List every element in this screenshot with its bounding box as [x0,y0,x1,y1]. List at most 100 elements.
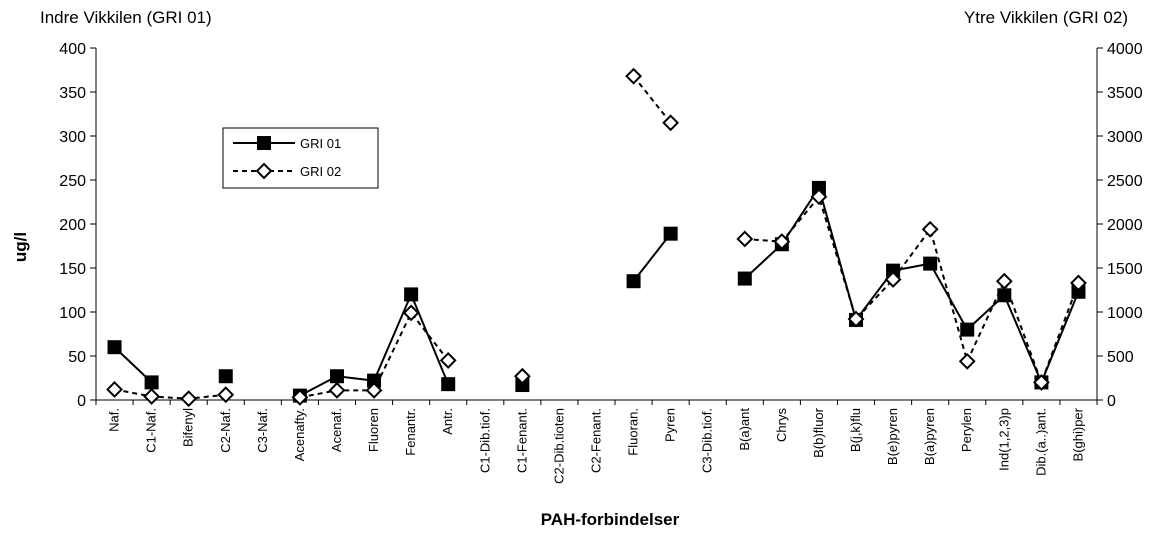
series-line-1 [744,194,1080,386]
x-tick-label: Fluoran. [626,408,641,456]
x-tick-label: Dib.(a..)ant. [1033,408,1048,476]
x-tick-label: Perylen [959,408,974,452]
x-tick-label: C1-Fenant. [514,408,529,473]
series-line-0 [744,185,1080,385]
legend-box [222,127,379,189]
left-tick-label: 300 [59,129,86,146]
x-tick-label: B(a)ant [737,408,752,451]
point-0-23 [960,322,975,337]
point-0-1 [144,375,159,390]
point-0-14 [626,274,641,289]
legend-marker-gri01 [257,136,271,150]
x-tick-label: Chrys [774,408,789,442]
point-0-15 [663,226,678,241]
x-tick-label: C1-Naf. [144,408,159,453]
x-tick-label: C2-Dib.tioten [551,408,566,484]
x-tick-label: C3-Naf. [255,408,270,453]
point-0-9 [441,377,456,392]
left-tick-label: 150 [59,261,86,278]
point-1-15 [662,114,680,132]
series-line-0 [632,233,672,282]
point-1-5 [291,388,309,406]
point-0-17 [737,271,752,286]
point-0-11 [515,378,530,393]
x-tick-label: B(a)pyren [922,408,937,465]
point-1-6 [328,381,346,399]
series-line-1 [632,75,672,124]
point-0-6 [329,369,344,384]
right-tick-label: 3000 [1107,129,1143,146]
x-axis: Naf. C1-Naf. Bifenyl C2-Naf. C3-Naf. Acenafty… [95,399,1098,484]
y-axis-label: ug/l [11,232,30,262]
point-1-20 [847,310,865,328]
x-tick-label: Acenaf. [329,408,344,452]
x-tick-label: B(j,k)flu [848,408,863,452]
point-0-8 [404,287,419,302]
x-tick-label: C1-Dib.tiof. [477,408,492,473]
x-tick-label: B(e)pyren [885,408,900,465]
left-tick-label: 100 [59,305,86,322]
point-1-25 [1032,373,1050,391]
point-1-14 [625,67,642,85]
x-tick-label: Antr. [440,408,455,435]
x-tick-label: B(ghi)per [1070,407,1085,461]
point-1-3 [217,386,235,404]
left-tick-label: 400 [59,41,86,58]
legend-label-gri02: GRI 02 [300,164,341,179]
point-1-17 [736,230,754,248]
point-1-22 [921,220,939,238]
left-tick-label: 0 [77,393,86,410]
right-y-axis: 0 500 1000 1500 2000 2500 3000 3500 4000 [1096,41,1143,410]
point-1-7 [365,381,383,399]
right-tick-label: 2500 [1107,173,1143,190]
point-1-8 [402,304,420,322]
point-1-2 [180,390,198,408]
left-tick-label: 350 [59,85,86,102]
point-1-26 [1070,274,1087,292]
left-y-axis: 0 50 100 150 200 250 300 350 400 [59,41,97,410]
left-tick-label: 250 [59,173,86,190]
legend-label-gri01: GRI 01 [300,136,341,151]
right-tick-label: 1000 [1107,305,1143,322]
legend: GRI 01 GRI 02 [222,127,379,189]
series-layer [106,67,1087,408]
x-tick-label: Ind(1,2,3)p [996,408,1011,471]
x-tick-label: Acenafty. [292,408,307,461]
point-1-18 [773,233,791,251]
right-tick-label: 4000 [1107,41,1143,58]
point-0-21 [886,263,901,278]
x-tick-label: C3-Dib.tiof. [700,408,715,473]
series-line-1 [114,388,226,400]
x-axis-label: PAH-forbindelser [541,510,680,529]
x-tick-label: B(b)fluor [811,407,826,458]
point-1-23 [958,352,976,370]
point-0-7 [367,373,382,388]
point-0-19 [811,180,826,195]
x-tick-label: Pyren [663,408,678,442]
left-axis-title: Indre Vikkilen (GRI 01) [40,8,212,27]
x-tick-label: Fenantr. [403,408,418,456]
x-tick-label: C2-Fenant. [589,408,604,473]
point-0-24 [997,288,1012,303]
point-1-0 [106,381,123,398]
point-0-3 [218,369,233,384]
x-tick-label: Naf. [107,408,122,432]
x-tick-label: Fluoren [366,408,381,452]
legend-marker-gri02 [255,162,273,180]
right-tick-label: 0 [1107,393,1116,410]
point-1-9 [439,351,457,369]
point-1-24 [995,272,1013,290]
x-tick-label: Bifenyl [181,408,196,447]
right-axis-title: Ytre Vikkilen (GRI 02) [963,8,1128,27]
left-tick-label: 50 [68,349,86,366]
x-tick-label: C2-Naf. [218,408,233,453]
point-1-1 [143,388,161,405]
left-tick-label: 200 [59,217,86,234]
right-tick-label: 500 [1107,349,1134,366]
point-1-11 [513,367,531,385]
right-tick-label: 1500 [1107,261,1143,278]
point-0-22 [923,256,938,271]
right-tick-label: 2000 [1107,217,1143,234]
point-1-19 [810,188,828,206]
